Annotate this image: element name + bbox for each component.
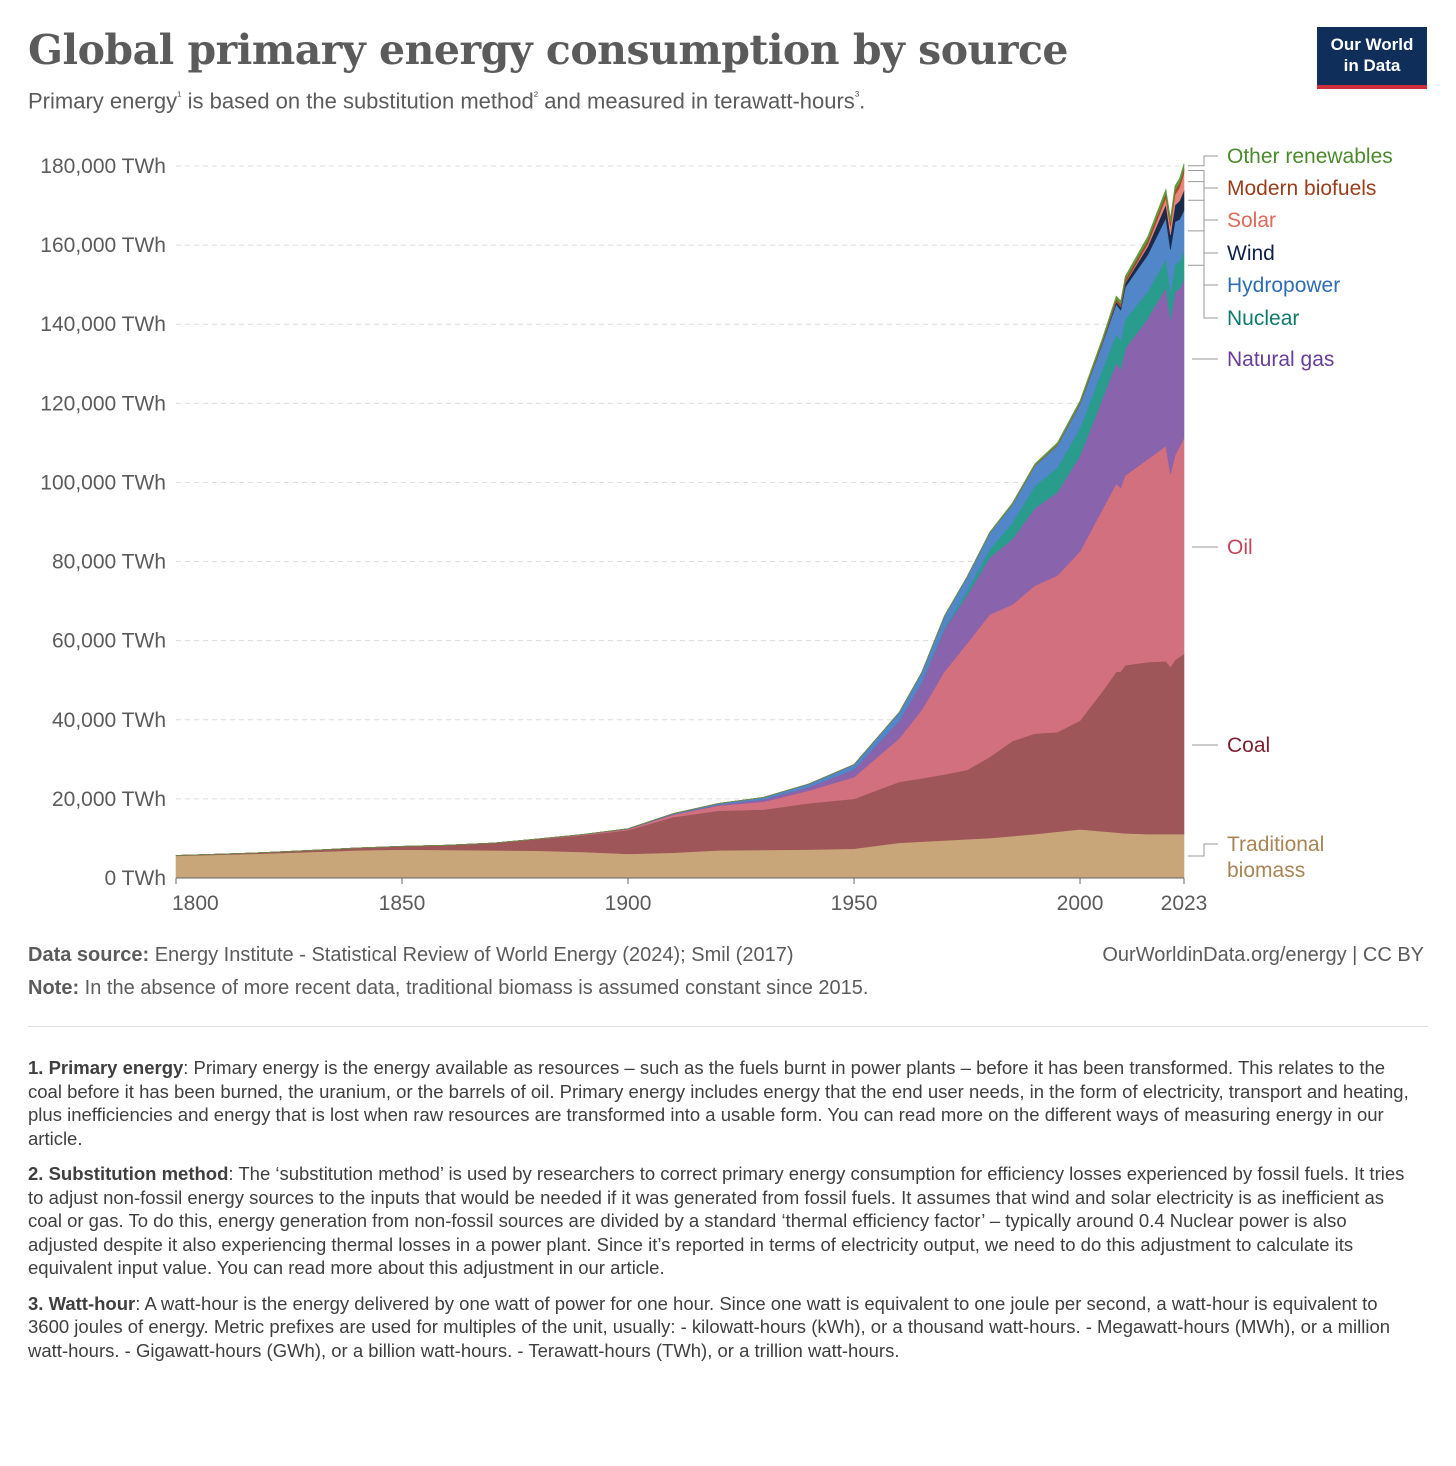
y-tick-label: 80,000 TWh bbox=[52, 551, 166, 574]
subtitle-text-4: . bbox=[859, 88, 866, 114]
footnote-ref-3[interactable]: ³ bbox=[854, 88, 860, 103]
logo-line-1: Our World bbox=[1330, 35, 1414, 54]
legend-label-natural-gas[interactable]: Natural gas bbox=[1227, 348, 1334, 371]
area-series[interactable] bbox=[175, 163, 1185, 879]
subtitle-text-2: is based on the substitution method bbox=[181, 88, 534, 114]
x-tick-label: 2000 bbox=[1057, 892, 1104, 915]
x-tick-label: 1950 bbox=[831, 892, 878, 915]
x-tick-label: 1900 bbox=[605, 892, 652, 915]
data-source-text: Energy Institute - Statistical Review of… bbox=[149, 944, 794, 966]
y-tick-label: 160,000 TWh bbox=[40, 234, 166, 257]
footnote-ref-2[interactable]: ² bbox=[533, 88, 539, 103]
y-tick-label: 100,000 TWh bbox=[40, 471, 166, 494]
legend-label-traditional-biomass[interactable]: Traditional bbox=[1227, 833, 1324, 856]
legend-connector bbox=[1188, 155, 1218, 167]
legend-connector bbox=[1188, 843, 1218, 857]
footnote-3: 3. Watt-hour: A watt-hour is the energy … bbox=[28, 1292, 1420, 1363]
data-source: Data source: Energy Institute - Statisti… bbox=[28, 944, 794, 967]
stacked-area-chart[interactable]: 0 TWh 20,000 TWh 40,000 TWh 60,000 TWh 80,00… bbox=[0, 130, 1456, 920]
data-note: Note: In the absence of more recent data… bbox=[28, 977, 868, 1000]
area-other-renewables[interactable] bbox=[175, 163, 1185, 856]
y-tick-label: 40,000 TWh bbox=[52, 709, 166, 732]
axes: 0 TWh 20,000 TWh 40,000 TWh 60,000 TWh 80,00… bbox=[40, 155, 1207, 915]
footnote-3-label: 3. Watt-hour bbox=[28, 1292, 136, 1314]
chart-title: Global primary energy consumption by sou… bbox=[28, 26, 1069, 74]
source-url[interactable]: OurWorldinData.org/energy | CC BY bbox=[1102, 944, 1424, 966]
legend-label-other-renewables[interactable]: Other renewables bbox=[1227, 145, 1393, 168]
legend[interactable]: Traditional biomass Coal Oil Natural gas Nucl… bbox=[1188, 145, 1393, 882]
footnote-1-label: 1. Primary energy bbox=[28, 1057, 184, 1078]
footnote-1: 1. Primary energy: Primary energy is the… bbox=[28, 1056, 1420, 1150]
footnote-1-text: : Primary energy is the energy available… bbox=[28, 1057, 1409, 1149]
data-source-label: Data source: bbox=[28, 944, 150, 966]
chart-subtitle: Primary energy¹ is based on the substitu… bbox=[28, 88, 865, 114]
legend-label-traditional-biomass[interactable]: biomass bbox=[1227, 859, 1305, 882]
footnote-2: 2. Substitution method: The ‘substitutio… bbox=[28, 1162, 1420, 1280]
footnotes: 1. Primary energy: Primary energy is the… bbox=[28, 1056, 1420, 1374]
footnote-2-label: 2. Substitution method bbox=[28, 1163, 229, 1184]
legend-connector bbox=[1188, 264, 1218, 319]
legend-label-coal[interactable]: Coal bbox=[1227, 734, 1270, 757]
legend-connector bbox=[1188, 199, 1218, 254]
note-label: Note: bbox=[28, 977, 80, 999]
legend-label-modern-biofuels[interactable]: Modern biofuels bbox=[1227, 177, 1376, 200]
legend-connector bbox=[1188, 181, 1218, 221]
legend-label-wind[interactable]: Wind bbox=[1227, 242, 1275, 265]
subtitle-text-3: and measured in terawatt-hours bbox=[538, 88, 855, 114]
y-tick-label: 120,000 TWh bbox=[40, 392, 166, 415]
x-tick-label: 1800 bbox=[172, 892, 219, 915]
logo-line-2: in Data bbox=[1343, 56, 1401, 75]
note-text: In the absence of more recent data, trad… bbox=[79, 977, 869, 999]
y-tick-label: 20,000 TWh bbox=[52, 788, 166, 811]
legend-label-nuclear[interactable]: Nuclear bbox=[1227, 307, 1299, 330]
y-tick-label: 180,000 TWh bbox=[40, 155, 166, 178]
owid-logo[interactable]: Our World in Data bbox=[1317, 27, 1427, 89]
x-tick-label: 1850 bbox=[379, 892, 426, 915]
footnote-2-text: : The ‘substitution method’ is used by r… bbox=[28, 1163, 1405, 1278]
legend-label-solar[interactable]: Solar bbox=[1227, 209, 1276, 232]
y-tick-label: 0 TWh bbox=[105, 867, 166, 890]
legend-connector bbox=[1188, 230, 1218, 286]
legend-label-oil[interactable]: Oil bbox=[1227, 536, 1253, 559]
footnote-ref-1[interactable]: ¹ bbox=[177, 88, 182, 103]
x-tick-label: 2023 bbox=[1161, 892, 1208, 915]
legend-label-hydropower[interactable]: Hydropower bbox=[1227, 274, 1340, 297]
y-tick-label: 60,000 TWh bbox=[52, 630, 166, 653]
subtitle-text-1: Primary energy bbox=[28, 88, 178, 114]
legend-connector bbox=[1188, 170, 1218, 189]
footnote-3-text: : A watt-hour is the energy delivered by… bbox=[28, 1292, 1391, 1361]
divider bbox=[28, 1026, 1428, 1027]
y-tick-label: 140,000 TWh bbox=[40, 313, 166, 336]
